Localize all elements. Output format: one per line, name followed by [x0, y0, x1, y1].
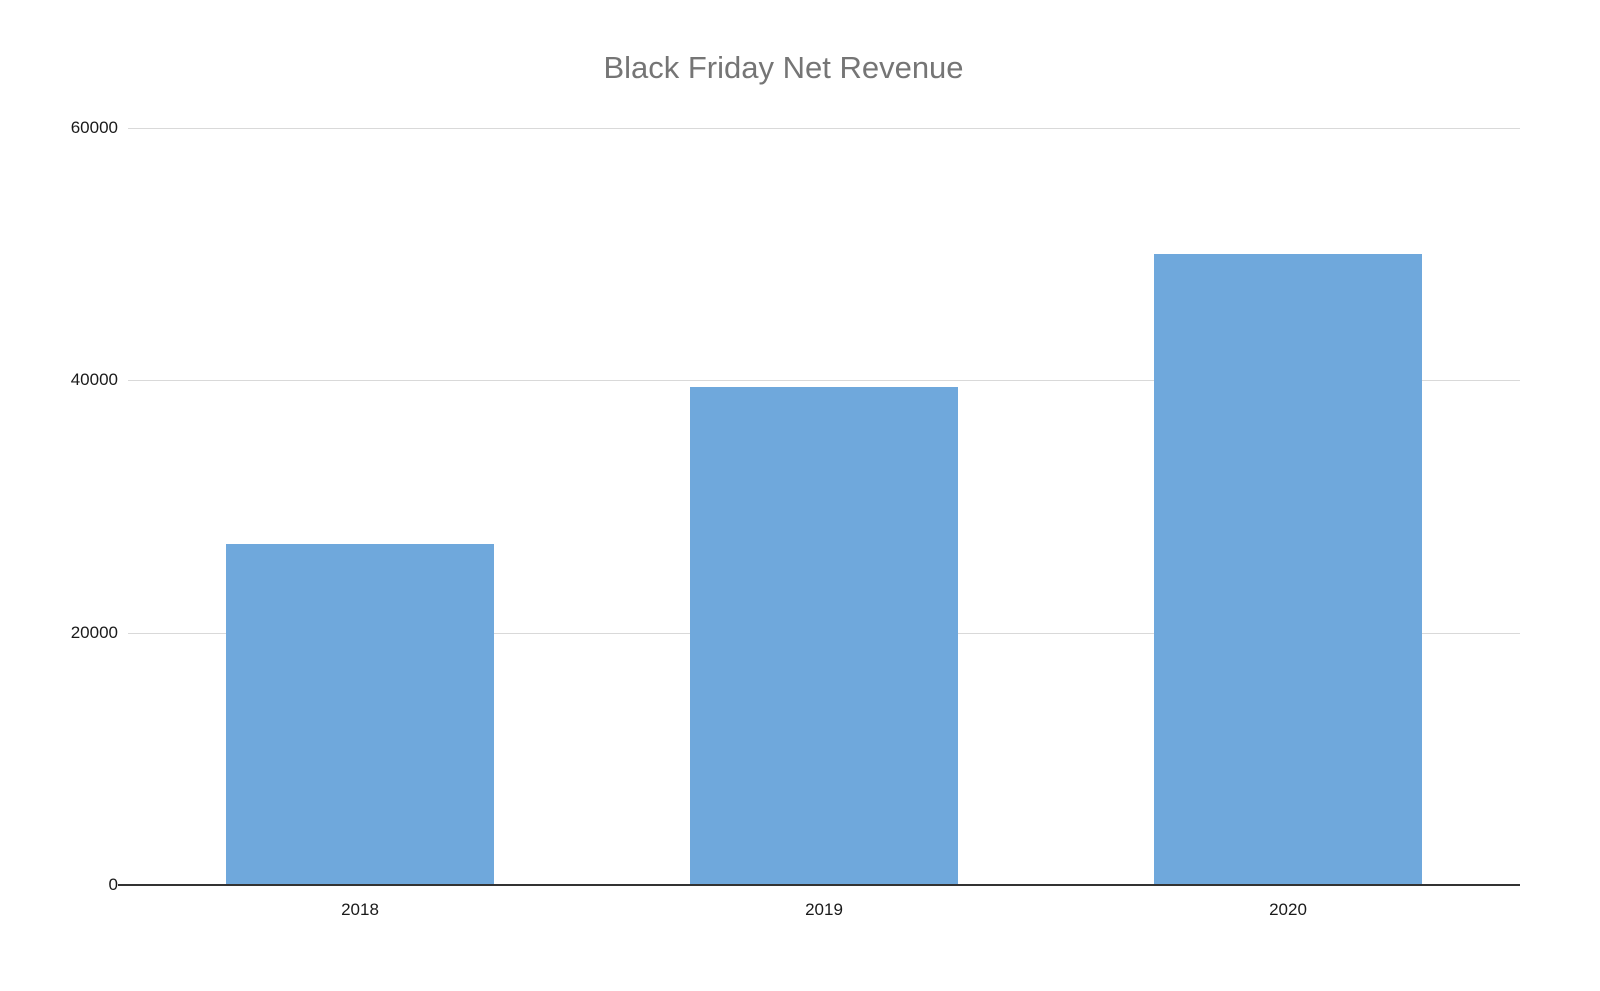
y-axis-labels: 0 20000 40000 60000: [0, 118, 118, 894]
chart-title: Black Friday Net Revenue: [603, 50, 964, 85]
gridline: [128, 380, 1520, 382]
bar-2020: [1154, 254, 1422, 885]
x-tick-label: 2020: [1269, 900, 1307, 919]
bar-2018: [226, 544, 494, 885]
x-axis-line: [118, 884, 1520, 886]
y-tick-label: 60000: [70, 118, 118, 137]
x-tick-label: 2019: [805, 900, 843, 919]
y-tick-label: 20000: [70, 622, 118, 642]
plot-area: [128, 128, 1520, 885]
y-tick-label: 40000: [70, 370, 118, 390]
y-tick-label: 0: [108, 875, 118, 894]
x-tick-label: 2018: [341, 900, 379, 919]
bar-2019: [690, 386, 958, 885]
gridline: [128, 128, 1520, 129]
x-axis-labels: 2018 2019 2020: [128, 886, 1520, 936]
